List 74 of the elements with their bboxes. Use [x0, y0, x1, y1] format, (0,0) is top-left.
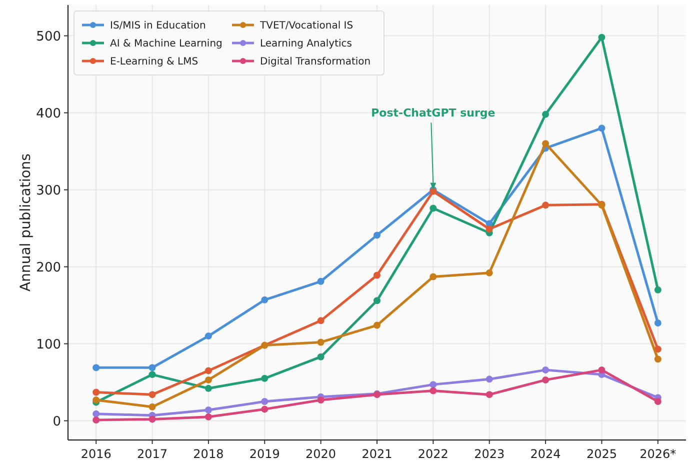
y-tick-label: 100 [36, 337, 61, 352]
point [486, 226, 493, 233]
legend-label: AI & Machine Learning [110, 38, 222, 50]
point [374, 297, 380, 304]
point [654, 286, 662, 294]
point [430, 273, 437, 280]
point [542, 376, 550, 384]
point [204, 367, 212, 374]
point [204, 376, 212, 384]
point [486, 376, 493, 383]
annotation: Post-ChatGPT surge [371, 106, 496, 120]
x-tick-label: 2017 [137, 447, 168, 461]
point [148, 403, 156, 410]
legend-label: E-Learning & LMS [110, 56, 198, 68]
x-tick-label: 2025 [586, 447, 617, 461]
x-tick-label: 2020 [306, 447, 336, 461]
point [374, 322, 380, 329]
point [430, 381, 437, 388]
point [317, 338, 324, 346]
x-tick-label: 2022 [418, 447, 448, 461]
point [317, 278, 324, 285]
point [430, 387, 437, 394]
x-tick-label: 2019 [249, 447, 280, 461]
y-axis-title: Annual publications [18, 154, 34, 292]
point [598, 124, 606, 132]
x-tick-label: 2024 [530, 447, 561, 461]
point [148, 371, 156, 378]
point [204, 413, 212, 420]
point [92, 396, 100, 404]
x-tick-label: 2021 [362, 447, 392, 461]
point [148, 416, 156, 423]
point [486, 269, 493, 276]
point [261, 398, 268, 406]
point [374, 232, 380, 239]
point [542, 366, 550, 374]
point [430, 204, 437, 212]
point [542, 202, 550, 209]
point [486, 391, 493, 398]
point [92, 416, 100, 424]
y-tick-label: 400 [36, 106, 61, 122]
legend-label: IS/MIS in Education [110, 20, 206, 32]
point [261, 296, 268, 304]
point [317, 317, 324, 324]
point [317, 353, 324, 360]
point [92, 388, 100, 396]
point [542, 140, 550, 148]
point [317, 396, 324, 404]
legend-label: Learning Analytics [260, 38, 352, 50]
y-tick-label: 0 [52, 414, 61, 430]
legend-label: Digital Transformation [260, 56, 371, 68]
x-tick-label: 2023 [474, 447, 505, 461]
point [654, 398, 662, 406]
point [542, 110, 550, 118]
point [654, 356, 662, 363]
point [92, 364, 100, 372]
y-tick-label: 500 [36, 29, 61, 44]
point [598, 366, 606, 374]
point [204, 384, 212, 392]
point [598, 34, 606, 41]
y-tick-label: 200 [36, 260, 61, 276]
point [261, 374, 268, 382]
point [148, 364, 156, 372]
point [92, 410, 100, 418]
point [204, 406, 212, 414]
x-tick-label: 2026* [640, 447, 676, 461]
y-tick-label: 300 [36, 183, 61, 198]
point [148, 391, 156, 398]
point [654, 319, 662, 326]
legend-label: TVET/Vocational IS [259, 20, 354, 32]
point [374, 272, 380, 279]
point [204, 332, 212, 340]
x-tick-label: 2016 [80, 447, 112, 461]
x-tick-label: 2018 [193, 447, 224, 461]
point [261, 406, 268, 413]
